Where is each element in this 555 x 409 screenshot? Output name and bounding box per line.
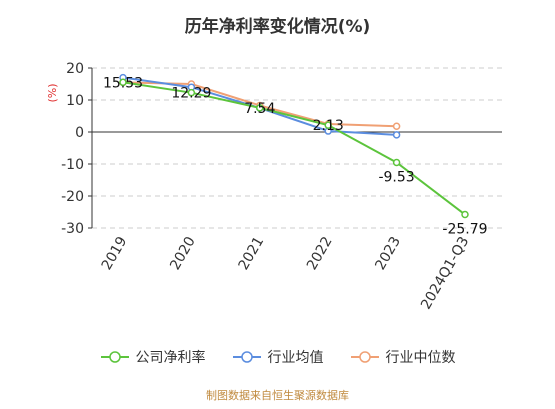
x-tick-label: 2023: [372, 234, 404, 273]
legend-item[interactable]: 行业中位数: [350, 347, 456, 367]
y-tick-label: -30: [61, 221, 84, 237]
y-axis-title: (%): [46, 83, 59, 102]
chart-title: 历年净利率变化情况(%): [184, 17, 371, 37]
data-label: 12.29: [171, 86, 211, 102]
data-label: 15.53: [103, 75, 143, 91]
legend-label: 行业均值: [267, 350, 324, 366]
grid-layer: [92, 67, 502, 229]
y-tick-label: 10: [66, 93, 84, 109]
source-note: 制图数据来自恒生聚源数据库: [206, 389, 349, 402]
legend-item[interactable]: 公司净利率: [100, 347, 206, 367]
series-point-0: [256, 104, 264, 112]
x-tick-label: 2021: [236, 234, 268, 273]
y-tick-label: 20: [66, 61, 84, 77]
legend-label: 行业中位数: [385, 350, 456, 366]
series-point-0: [461, 210, 469, 219]
series-point-0: [187, 88, 196, 97]
x-tick-label: 2022: [304, 234, 336, 273]
series-layer: [119, 73, 469, 219]
series-point-0: [392, 158, 401, 167]
series-point-1: [392, 131, 401, 139]
legend-item[interactable]: 行业均值: [232, 347, 324, 367]
series-point-0: [324, 121, 332, 129]
legend-swatch-icon: [232, 351, 261, 363]
legend-swatch-icon: [350, 351, 379, 363]
x-tick-label: 2019: [99, 234, 131, 273]
y-tick-label: -20: [61, 189, 84, 205]
series-point-0: [119, 78, 127, 87]
data-label: 7.54: [244, 101, 275, 117]
series-point-2: [392, 122, 401, 130]
legend-label: 公司净利率: [135, 350, 206, 366]
legend: 公司净利率 行业均值 行业中位数: [0, 345, 555, 369]
legend-swatch-icon: [100, 351, 129, 363]
axis-layer: 20 10 0 -10 -20 -30 (%) 2019 2020 2021 2022 2023 202…: [46, 61, 502, 312]
data-label: -9.53: [378, 169, 414, 185]
y-tick-label: 0: [75, 125, 84, 141]
y-tick-label: -10: [61, 157, 84, 173]
data-label: -25.79: [442, 222, 487, 238]
x-tick-label: 2024Q1-Q3: [418, 234, 472, 312]
series-line-0: [122, 81, 466, 216]
x-tick-label: 2020: [167, 234, 199, 273]
data-label-layer: 15.53 12.29 7.54 2.13 -9.53 -25.79: [103, 75, 488, 237]
data-label: 2.13: [313, 118, 344, 134]
